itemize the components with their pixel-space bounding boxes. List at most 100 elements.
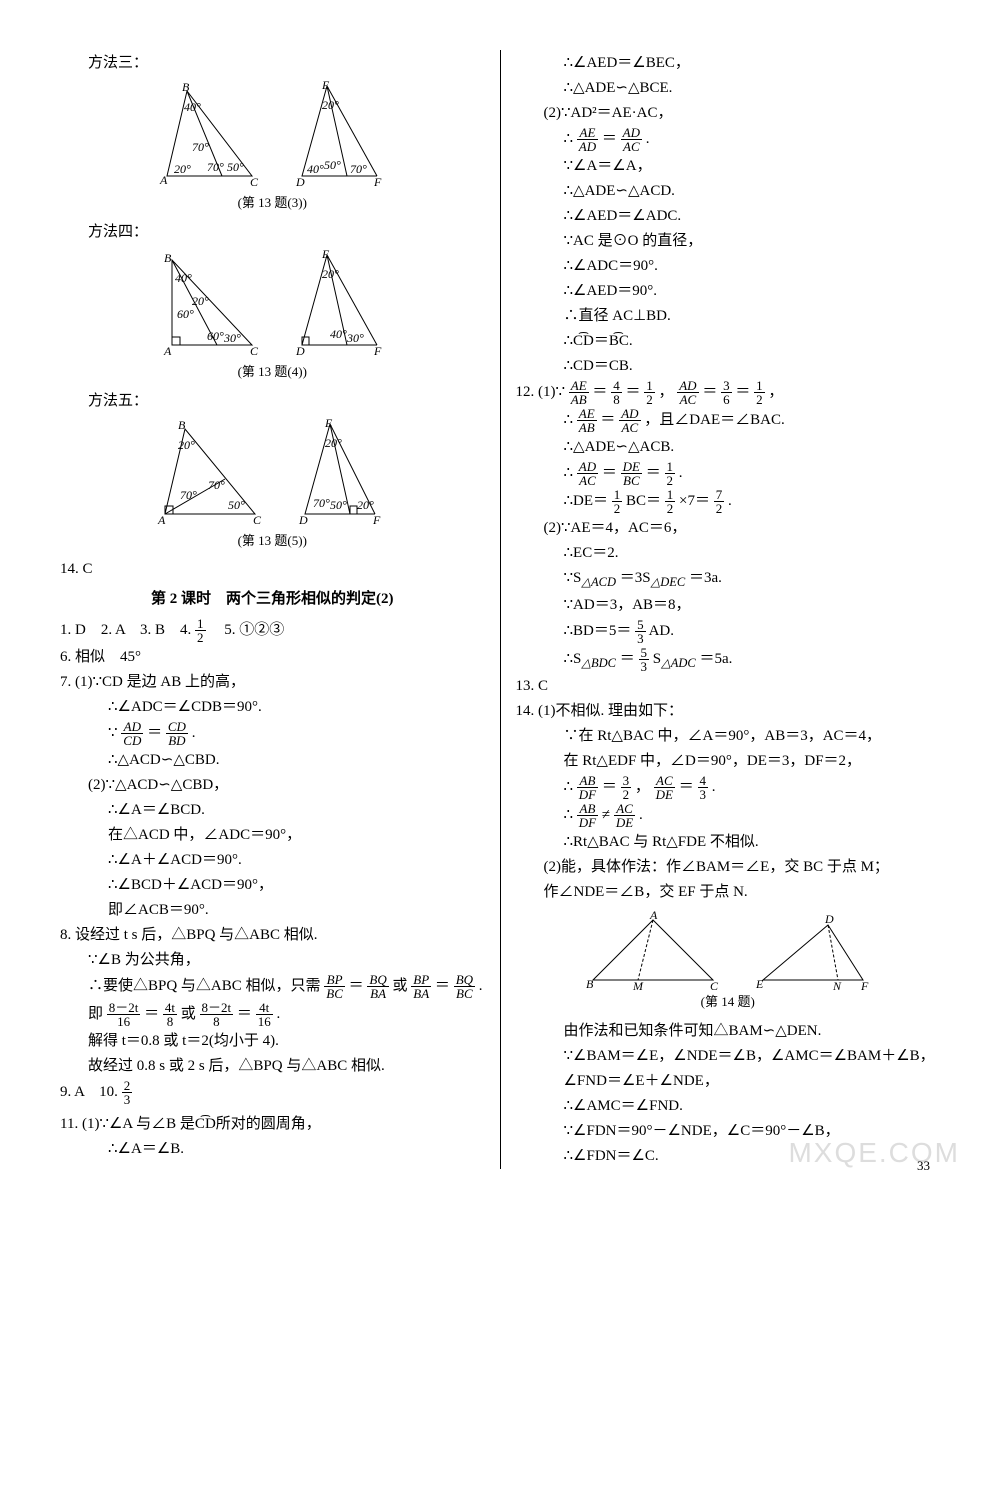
svg-text:D: D xyxy=(298,513,308,527)
r2: ∴△ADE∽△BCE. xyxy=(515,76,940,100)
q8-l2: ∵∠B 为公共角， xyxy=(60,948,485,972)
q14-l13: ∵∠FDN＝90°－∠NDE，∠C＝90°－∠B， xyxy=(515,1119,940,1143)
fig5-caption: (第 13 题(5)) xyxy=(60,531,485,552)
svg-text:70°: 70° xyxy=(313,496,330,510)
q7-l6: ∴∠A＝∠BCD. xyxy=(60,798,485,822)
q11-l2: ∴∠A＝∠B. xyxy=(60,1137,485,1161)
svg-text:N: N xyxy=(832,979,842,990)
svg-text:B: B xyxy=(586,977,594,990)
svg-text:E: E xyxy=(321,81,330,92)
q12-l10: ∴BD＝5＝ 53 AD. xyxy=(515,618,940,645)
svg-text:A: A xyxy=(157,513,166,527)
answers-1-5: 1. D 2. A 3. B 4. 12 5. ①②③ xyxy=(60,617,485,644)
svg-text:40°: 40° xyxy=(175,271,192,285)
frac-a4: 12 xyxy=(195,617,206,644)
q14-l12: ∴∠AMC＝∠FND. xyxy=(515,1094,940,1118)
svg-text:A: A xyxy=(649,910,658,922)
svg-text:D: D xyxy=(295,175,305,189)
q12-l1: 12. (1)∵ AEAB ＝ 48 ＝ 12 ， ADAC ＝ 36 ＝ 12… xyxy=(515,379,940,406)
q12-l3: ∴△ADE∽△ACB. xyxy=(515,435,940,459)
svg-text:F: F xyxy=(372,513,381,527)
r9: ∴∠ADC＝90°. xyxy=(515,254,940,278)
triangle-left-5: B A C 20° 70° 70° 50° xyxy=(150,419,275,529)
q12-l4: ∴ ADAC ＝ DEBC ＝ 12 . xyxy=(515,460,940,487)
q14-l2: ∵在 Rt△BAC 中，∠A＝90°，AB＝3，AC＝4， xyxy=(515,724,940,748)
r10: ∴∠AED＝90°. xyxy=(515,279,940,303)
r12: ∴C͡D＝B͡C. xyxy=(515,329,940,353)
q14-answer: 14. C xyxy=(60,557,485,581)
q8-l6: 故经过 0.8 s 或 2 s 后，△BPQ 与△ABC 相似. xyxy=(60,1054,485,1078)
figure-13-3: B A C 40° 70° 70° 20° 50° E D F 20° 50° … xyxy=(60,81,485,191)
column-divider xyxy=(500,50,501,1169)
q8-l4: 即 8－2t16 ＝ 4t8 或 8－2t8 ＝ 4t16 . xyxy=(60,1001,485,1028)
svg-text:C: C xyxy=(253,513,262,527)
q7-l1: 7. (1)∵CD 是边 AB 上的高， xyxy=(60,670,485,694)
svg-text:20°: 20° xyxy=(322,267,339,281)
triangle-right-4: E D F 20° 40° 30° xyxy=(292,250,392,360)
q14-l11: ∠FND＝∠E＋∠NDE， xyxy=(515,1069,940,1093)
right-column: ∴∠AED＝∠BEC， ∴△ADE∽△BCE. (2)∵AD²＝AE·AC， ∴… xyxy=(505,50,940,1169)
svg-text:E: E xyxy=(755,977,764,990)
page: 方法三： B A C 40° 70° 70° 20° 50° E D F xyxy=(0,0,1000,1199)
q11-l1: 11. (1)∵∠A 与∠B 是C͡D所对的圆周角， xyxy=(60,1112,485,1136)
svg-text:20°: 20° xyxy=(192,294,209,308)
answer-6: 6. 相似 45° xyxy=(60,645,485,669)
q8-l5: 解得 t＝0.8 或 t＝2(均小于 4). xyxy=(60,1029,485,1053)
q14-l1: 14. (1)不相似. 理由如下： xyxy=(515,699,940,723)
r5: ∵∠A＝∠A， xyxy=(515,154,940,178)
triangle-14-right: D E N F xyxy=(748,910,878,990)
r7: ∴∠AED＝∠ADC. xyxy=(515,204,940,228)
q14-l5: ∴ ABDF ≠ ACDE . xyxy=(515,802,940,829)
r6: ∴△ADE∽△ACD. xyxy=(515,179,940,203)
svg-text:B: B xyxy=(164,251,172,265)
section-title: 第 2 课时 两个三角形相似的判定(2) xyxy=(60,587,485,611)
svg-text:70°: 70° xyxy=(192,140,209,154)
q7-l7: 在△ACD 中，∠ADC＝90°， xyxy=(60,823,485,847)
svg-text:20°: 20° xyxy=(178,438,195,452)
q7-l9: ∴∠BCD＋∠ACD＝90°， xyxy=(60,873,485,897)
q12-l5: ∴DE＝ 12 BC＝ 12 ×7＝ 72 . xyxy=(515,488,940,515)
svg-text:50°: 50° xyxy=(228,498,245,512)
q12-l11: ∴S△BDC ＝ 53 S△ADC ＝5a. xyxy=(515,646,940,673)
q7-l8: ∴∠A＋∠ACD＝90°. xyxy=(60,848,485,872)
left-column: 方法三： B A C 40° 70° 70° 20° 50° E D F xyxy=(60,50,495,1169)
svg-text:70°: 70° xyxy=(208,478,225,492)
svg-text:50°: 50° xyxy=(227,160,244,174)
q7-l4: ∴△ACD∽△CBD. xyxy=(60,748,485,772)
svg-text:50°: 50° xyxy=(324,158,341,172)
figure-13-5: B A C 20° 70° 70° 50° E D F 20° 70° 50° … xyxy=(60,419,485,529)
svg-text:70°: 70° xyxy=(180,488,197,502)
q12-l6: (2)∵AE＝4，AC＝6， xyxy=(515,516,940,540)
q8-l1: 8. 设经过 t s 后，△BPQ 与△ABC 相似. xyxy=(60,923,485,947)
q12-l7: ∴EC＝2. xyxy=(515,541,940,565)
r1: ∴∠AED＝∠BEC， xyxy=(515,51,940,75)
svg-text:60°: 60° xyxy=(177,307,194,321)
q14-l4: ∴ ABDF ＝ 32 ， ACDE ＝ 43 . xyxy=(515,774,940,801)
q14-l8: 作∠NDE＝∠B，交 EF 于点 N. xyxy=(515,880,940,904)
svg-text:60°: 60° xyxy=(207,329,224,343)
svg-text:C: C xyxy=(710,979,719,990)
q12-l2: ∴ AEAB ＝ ADAC ，且∠DAE＝∠BAC. xyxy=(515,407,940,434)
svg-text:B: B xyxy=(182,81,190,94)
q14-l7: (2)能，具体作法：作∠BAM＝∠E，交 BC 于点 M； xyxy=(515,855,940,879)
svg-text:C: C xyxy=(250,175,259,189)
figure-13-4: B A C 40° 60° 20° 60° 30° E D F 20° 40° … xyxy=(60,250,485,360)
q14-l9: 由作法和已知条件可知△BAM∽△DEN. xyxy=(515,1019,940,1043)
triangle-right-3: E D F 20° 50° 40° 70° xyxy=(292,81,392,191)
q7-l3: ∵ ADCD ＝ CDBD . xyxy=(60,720,485,747)
q12-l9: ∵AD＝3，AB＝8， xyxy=(515,593,940,617)
method3-label: 方法三： xyxy=(60,51,485,75)
q8-l3: ∴要使△BPQ 与△ABC 相似，只需 BPBC ＝ BQBA 或 BPBA ＝… xyxy=(60,973,485,1000)
svg-text:E: E xyxy=(321,250,330,261)
svg-text:20°: 20° xyxy=(325,436,342,450)
svg-text:30°: 30° xyxy=(346,331,364,345)
svg-text:70°: 70° xyxy=(350,162,367,176)
q14-l14: ∴∠FDN＝∠C. xyxy=(515,1144,940,1168)
svg-text:40°: 40° xyxy=(184,100,201,114)
q7-l10: 即∠ACB＝90°. xyxy=(60,898,485,922)
q13-answer: 13. C xyxy=(515,674,940,698)
svg-text:M: M xyxy=(632,979,644,990)
r13: ∴CD＝CB. xyxy=(515,354,940,378)
svg-text:E: E xyxy=(324,419,333,430)
q9-10: 9. A 10. 23 xyxy=(60,1079,485,1106)
